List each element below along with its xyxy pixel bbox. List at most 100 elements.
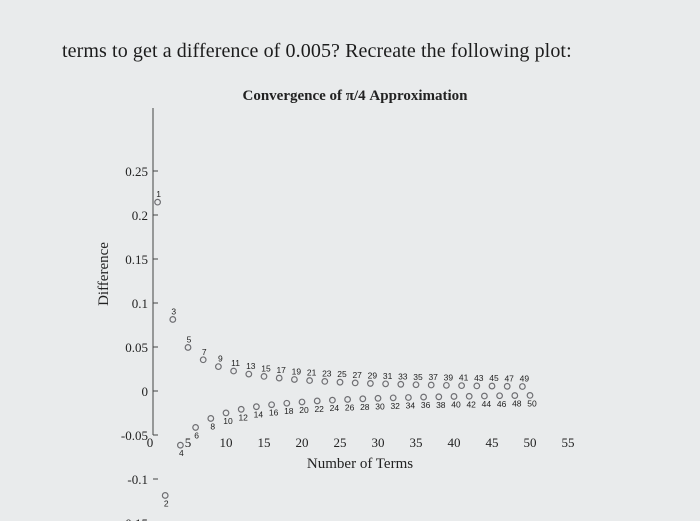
- data-point: [488, 382, 496, 390]
- point-label: 28: [360, 402, 370, 412]
- data-point: [389, 394, 397, 402]
- data-point: [214, 363, 222, 371]
- x-tick-label: 30: [372, 435, 385, 450]
- point-label: 6: [194, 430, 199, 440]
- data-point: [313, 397, 321, 405]
- data-point: [283, 399, 291, 407]
- x-ticks: 0 5 10 15 20 25 30 35 40 45 50 55: [147, 435, 575, 450]
- y-tick-label: -0.1: [127, 472, 148, 487]
- point-label: 32: [390, 401, 400, 411]
- y-tick-label: 0: [142, 384, 149, 399]
- y-tick-label: -0.05: [121, 428, 148, 443]
- data-point: [192, 424, 200, 431]
- point-label: 17: [276, 365, 286, 375]
- x-tick-label: 40: [448, 435, 461, 450]
- point-label: 9: [218, 354, 223, 364]
- data-point: [397, 380, 405, 388]
- data-point: [268, 401, 276, 409]
- point-label: 40: [451, 399, 461, 409]
- data-point: [222, 409, 230, 417]
- point-label: 8: [210, 421, 215, 431]
- x-tick-label: 25: [334, 435, 347, 450]
- data-point: [230, 367, 238, 375]
- point-label: 46: [497, 399, 507, 409]
- point-label: 34: [406, 401, 416, 411]
- x-tick-label: 0: [147, 435, 154, 450]
- data-point: [465, 392, 473, 400]
- data-point: [161, 492, 169, 499]
- point-label: 19: [292, 366, 302, 376]
- data-point: [458, 382, 466, 390]
- x-tick-label: 45: [486, 435, 499, 450]
- data-point: [519, 383, 526, 390]
- data-point: [351, 379, 359, 387]
- point-label: 22: [314, 404, 324, 414]
- data-point: [382, 380, 390, 388]
- point-label: 20: [299, 405, 309, 415]
- data-point: [450, 393, 458, 400]
- data-point: [526, 392, 534, 399]
- point-label: 45: [489, 373, 499, 383]
- data-point: [329, 396, 336, 404]
- data-point: [496, 392, 504, 400]
- x-axis-label: Number of Terms: [307, 456, 413, 472]
- data-point: [237, 405, 245, 413]
- data-point: [503, 382, 511, 390]
- data-point: [367, 380, 374, 387]
- data-point: [184, 344, 192, 351]
- data-point: [321, 378, 329, 385]
- data-point: [374, 394, 382, 402]
- y-tick-label: 0.05: [125, 340, 148, 355]
- point-label: 41: [459, 373, 469, 383]
- point-label: 2: [164, 498, 169, 508]
- data-point: [412, 381, 420, 389]
- data-point: [176, 441, 184, 449]
- data-point: [420, 393, 428, 401]
- point-label: 33: [398, 371, 408, 381]
- point-label: 37: [428, 372, 438, 382]
- x-tick-label: 20: [296, 435, 309, 450]
- data-point: [275, 374, 283, 382]
- point-label: 35: [413, 372, 423, 382]
- point-label: 48: [512, 399, 522, 409]
- data-point: [336, 378, 344, 386]
- data-point: [245, 370, 253, 378]
- data-point: [260, 372, 268, 380]
- data-point: [511, 392, 519, 399]
- data-point: [291, 376, 298, 383]
- point-label: 42: [466, 399, 476, 409]
- data-point: [199, 356, 207, 364]
- data-point: [306, 377, 314, 384]
- y-tick-label: 0.25: [125, 164, 148, 179]
- point-label: 13: [246, 361, 256, 371]
- point-label: 50: [527, 398, 537, 408]
- data-point: [435, 393, 443, 401]
- point-label: 38: [436, 400, 446, 410]
- point-label: 36: [421, 400, 431, 410]
- point-label: 25: [337, 369, 347, 379]
- point-label: 15: [261, 363, 271, 373]
- point-label: 44: [482, 399, 492, 409]
- data-point: [252, 403, 260, 411]
- point-label: 11: [231, 358, 240, 368]
- y-tick-label: 0.1: [132, 296, 148, 311]
- data-point: [154, 198, 162, 206]
- x-tick-label: 10: [220, 435, 233, 450]
- x-tick-label: 50: [524, 435, 537, 450]
- point-label: 10: [223, 416, 233, 426]
- data-point: [298, 398, 306, 406]
- data-point: [443, 381, 450, 389]
- point-label: 27: [352, 370, 362, 380]
- point-label: 39: [444, 372, 454, 382]
- point-label: 29: [368, 370, 378, 380]
- point-label: 47: [504, 373, 514, 383]
- point-label: 18: [284, 406, 294, 416]
- point-label: 16: [269, 408, 279, 418]
- point-label: 5: [187, 334, 192, 344]
- x-tick-label: 15: [258, 435, 271, 450]
- y-ticks: 0.250.20.150.10.050-0.05-0.1-0.15: [121, 164, 158, 521]
- point-label: 3: [171, 306, 176, 316]
- data-point: [207, 415, 215, 422]
- data-point: [473, 382, 481, 390]
